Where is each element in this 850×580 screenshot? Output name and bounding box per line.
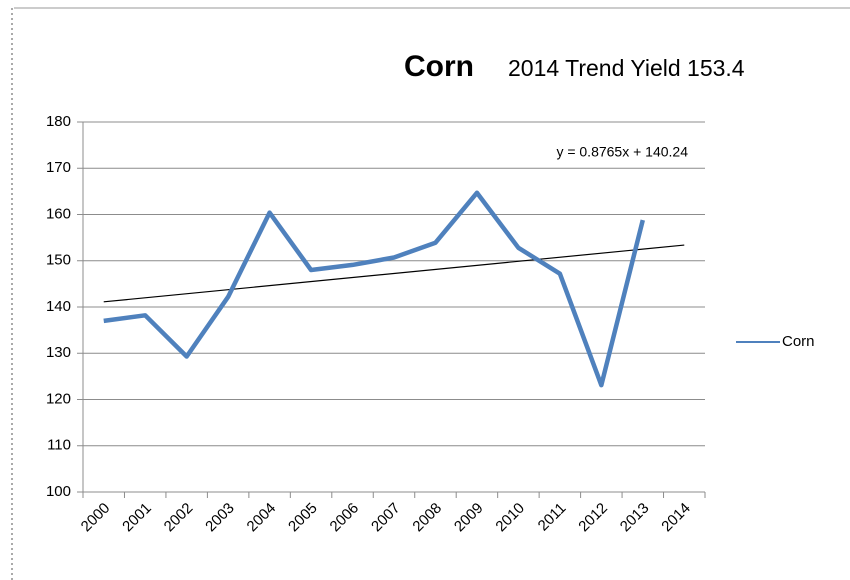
trendline-label: y = 0.8765x + 140.24 <box>556 144 688 160</box>
x-tick-label: 2007 <box>368 500 404 536</box>
x-tick-label: 2006 <box>327 500 363 536</box>
x-tick-label: 2004 <box>244 500 280 536</box>
x-tick-label: 2003 <box>202 500 238 536</box>
legend-label: Corn <box>782 333 815 350</box>
y-tick-label: 130 <box>46 344 71 361</box>
x-tick-label: 2013 <box>617 500 653 536</box>
x-tick-label: 2008 <box>409 500 445 536</box>
y-tick-label: 100 <box>46 483 71 500</box>
y-tick-label: 170 <box>46 159 71 176</box>
trendline <box>103 244 685 303</box>
chart-subtitle: 2014 Trend Yield 153.4 <box>508 55 745 81</box>
data-line <box>103 190 645 388</box>
y-tick-label: 150 <box>46 252 71 269</box>
x-tick-label: 2014 <box>658 500 694 536</box>
x-tick-label: 2011 <box>535 500 570 535</box>
x-tick-label: 2009 <box>451 500 487 536</box>
x-tick-label: 2012 <box>575 500 611 536</box>
x-tick-label: 2005 <box>285 500 321 536</box>
x-tick-label: 2001 <box>119 500 155 536</box>
y-tick-label: 160 <box>46 205 71 222</box>
x-tick-label: 2010 <box>492 500 528 536</box>
y-tick-label: 110 <box>47 437 71 454</box>
x-tick-label: 2002 <box>161 500 197 536</box>
y-tick-label: 120 <box>46 390 71 407</box>
x-tick-label: 2000 <box>78 500 114 536</box>
y-tick-label: 140 <box>46 298 71 315</box>
chart-title: Corn <box>404 50 474 83</box>
y-tick-label: 180 <box>46 113 71 130</box>
